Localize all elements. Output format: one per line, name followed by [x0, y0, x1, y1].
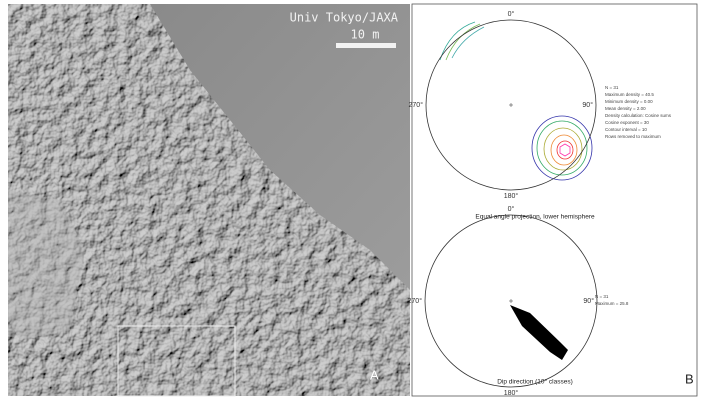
- direction-label: 180°: [504, 389, 519, 397]
- caption: Equal angle projection, lower hemisphere: [475, 214, 595, 221]
- panel-label: A: [370, 367, 379, 382]
- photo-panel: Univ Tokyo/JAXA 10 m A: [8, 4, 410, 397]
- stat-line: N = 31: [605, 85, 619, 90]
- bright-patch: [8, 190, 85, 340]
- stat-line: Rows removed to maximum: [605, 134, 661, 139]
- image-credit: Univ Tokyo/JAXA: [290, 11, 399, 25]
- stereonet-circle: [425, 19, 597, 191]
- scale-label: 10 m: [351, 28, 380, 42]
- contours: [439, 21, 593, 181]
- caption: Dip direction (10° classes): [497, 378, 573, 386]
- stereonet-panel: [411, 3, 698, 397]
- direction-label: 0°: [508, 10, 515, 18]
- stereonet-circle: [424, 214, 598, 388]
- stat-line: Density calculation: Cosine sums: [605, 113, 672, 118]
- stat-line: Minimum density = 0.00: [605, 99, 653, 104]
- stat-line: Mean density = 2.00: [605, 106, 646, 111]
- direction-label: 270°: [408, 297, 423, 305]
- direction-label: 180°: [504, 192, 519, 200]
- rose-petal: [510, 305, 568, 360]
- panel-frame: [411, 3, 698, 397]
- direction-label: 270°: [409, 101, 424, 109]
- center-mark: [509, 299, 513, 303]
- stat-line: N = 31: [595, 294, 609, 299]
- direction-label: 0°: [508, 205, 515, 213]
- stat-line: Maximum = 25.8: [595, 301, 629, 306]
- inset-box: [117, 325, 236, 397]
- stat-line: Contour interval = 10: [605, 127, 647, 132]
- panel-label: B: [685, 371, 694, 386]
- center-mark: [509, 103, 513, 107]
- stat-line: Maximum density = 40.5: [605, 92, 654, 97]
- stat-line: Cosine exponent = 30: [605, 120, 649, 125]
- smooth-surface: [150, 4, 410, 290]
- scale-bar: [336, 43, 396, 48]
- direction-label: 90°: [582, 101, 593, 109]
- direction-label: 90°: [583, 297, 594, 305]
